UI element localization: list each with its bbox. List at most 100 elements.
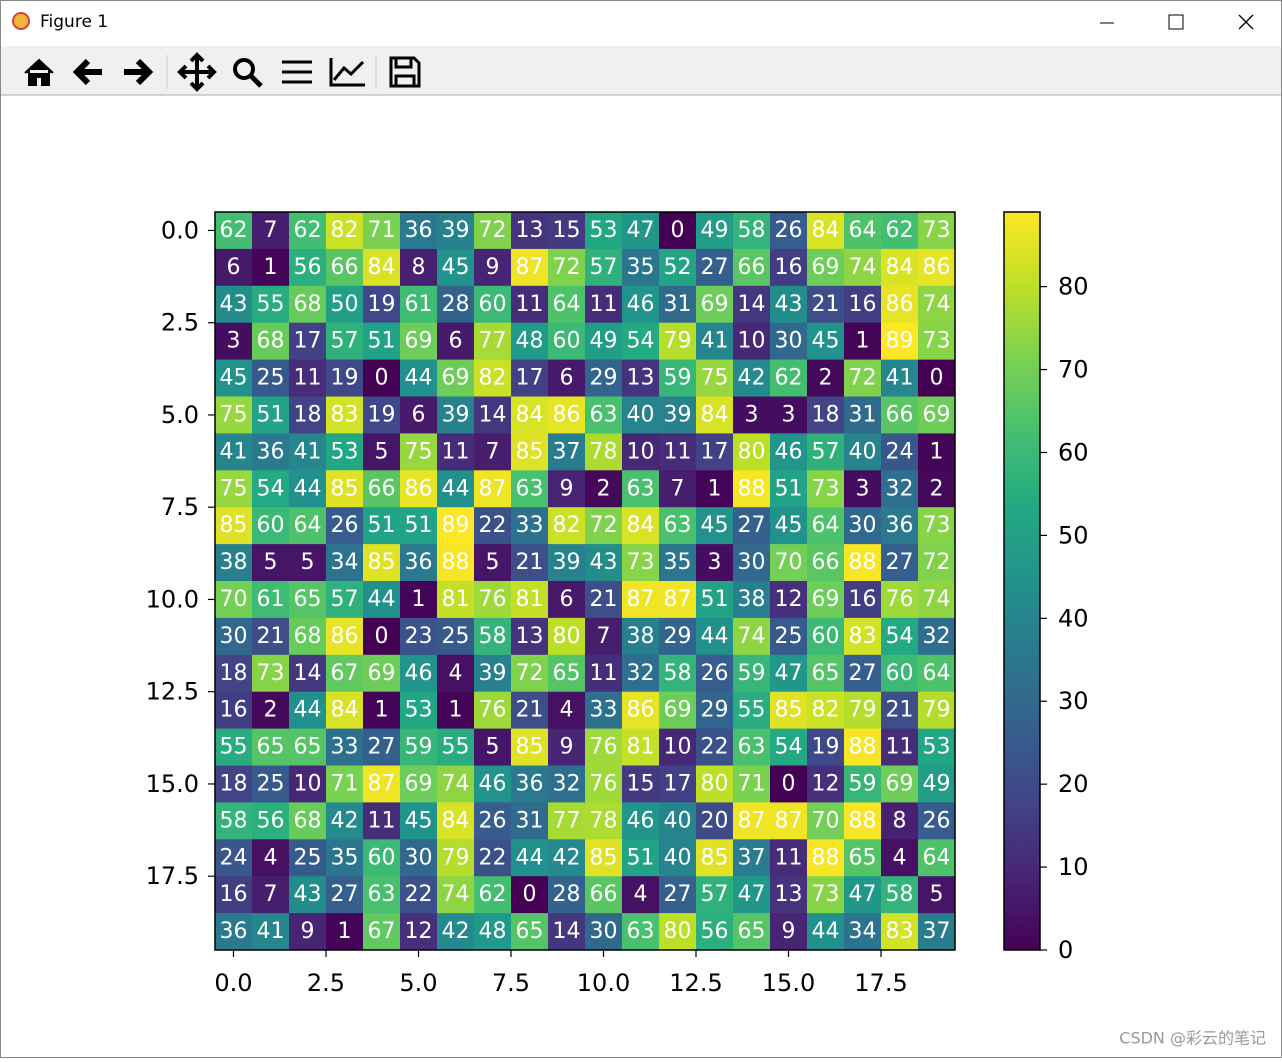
cell-label: 17 xyxy=(701,439,729,464)
cell-label: 43 xyxy=(775,292,803,317)
heatmap-cell xyxy=(770,728,808,766)
cell-label: 2 xyxy=(597,476,611,501)
heatmap-cell xyxy=(918,728,956,766)
zoom-button[interactable] xyxy=(233,58,255,80)
cell-label: 58 xyxy=(220,808,248,833)
heatmap-cell xyxy=(659,285,697,324)
heatmap-cell xyxy=(511,322,549,361)
cell-label: 4 xyxy=(560,698,574,723)
cell-label: 45 xyxy=(220,366,248,391)
close-button[interactable] xyxy=(1238,14,1254,30)
heatmap-cell xyxy=(326,802,364,840)
heatmap-cell xyxy=(807,654,845,693)
cell-label: 30 xyxy=(738,550,766,575)
cell-label: 22 xyxy=(479,513,507,538)
y-tick-label: 12.5 xyxy=(146,678,199,706)
heatmap-cell xyxy=(844,802,882,840)
cell-label: 73 xyxy=(923,329,951,354)
heatmap-cell xyxy=(437,876,475,914)
heatmap-cell xyxy=(622,322,660,361)
cell-label: 2 xyxy=(930,476,944,501)
heatmap-cell xyxy=(474,359,512,397)
heatmap-cell xyxy=(881,581,919,619)
heatmap-cell xyxy=(807,617,845,656)
heatmap-cell xyxy=(548,654,586,693)
maximize-button[interactable] xyxy=(1168,14,1184,30)
x-tick-label: 5.0 xyxy=(399,969,437,997)
cell-label: 58 xyxy=(738,218,766,243)
heatmap-cell xyxy=(400,839,438,877)
forward-button[interactable] xyxy=(124,58,154,86)
save-button[interactable] xyxy=(389,56,421,88)
cell-label: 35 xyxy=(664,550,692,575)
cell-label: 27 xyxy=(664,882,692,907)
heatmap-cell xyxy=(622,396,660,434)
heatmap-cell xyxy=(437,728,475,766)
cell-label: 64 xyxy=(923,845,951,870)
heatmap-cell xyxy=(474,285,512,324)
cell-label: 54 xyxy=(886,624,914,649)
heatmap-cell xyxy=(585,802,623,840)
cell-label: 44 xyxy=(701,624,729,649)
edit-axis-button[interactable] xyxy=(329,58,365,87)
cell-label: 21 xyxy=(812,292,840,317)
back-button[interactable] xyxy=(72,58,102,86)
x-tick-label: 0.0 xyxy=(214,969,252,997)
cell-label: 82 xyxy=(553,513,581,538)
heatmap-cell xyxy=(548,212,586,250)
cell-label: 40 xyxy=(664,845,692,870)
cell-label: 85 xyxy=(220,513,248,538)
heatmap-cell xyxy=(696,802,734,840)
cell-label: 9 xyxy=(782,919,796,944)
cell-label: 62 xyxy=(775,366,803,391)
heatmap-cell xyxy=(400,396,438,434)
cell-label: 36 xyxy=(405,218,433,243)
heatmap-cell xyxy=(844,396,882,434)
cell-label: 70 xyxy=(812,808,840,833)
cell-label: 41 xyxy=(220,439,248,464)
heatmap-cell xyxy=(511,802,549,840)
heatmap-cell xyxy=(881,913,919,951)
cell-label: 65 xyxy=(849,845,877,870)
heatmap-cell xyxy=(252,839,290,877)
cell-label: 73 xyxy=(812,882,840,907)
cell-label: 51 xyxy=(701,587,729,612)
cell-label: 17 xyxy=(516,366,544,391)
heatmap-cell xyxy=(326,654,364,693)
heatmap-cell xyxy=(289,322,327,361)
cell-label: 75 xyxy=(220,476,248,501)
heatmap-cell xyxy=(252,359,290,397)
heatmap-cell xyxy=(659,691,697,730)
cell-label: 78 xyxy=(590,808,618,833)
cell-label: 33 xyxy=(331,735,359,760)
cell-label: 85 xyxy=(775,698,803,723)
heatmap-cell xyxy=(474,396,512,434)
pan-button[interactable] xyxy=(177,52,217,92)
cell-label: 6 xyxy=(227,255,241,280)
cell-label: 47 xyxy=(627,218,655,243)
cell-label: 18 xyxy=(294,402,322,427)
heatmap-cell xyxy=(659,839,697,877)
heatmap-cell xyxy=(770,581,808,619)
cell-label: 1 xyxy=(412,587,426,612)
heatmap-cell xyxy=(363,507,401,545)
heatmap-cell xyxy=(659,913,697,951)
cell-label: 11 xyxy=(590,292,618,317)
cell-label: 27 xyxy=(886,550,914,575)
cell-label: 25 xyxy=(257,366,285,391)
cell-label: 6 xyxy=(560,366,574,391)
configure-button[interactable] xyxy=(282,60,312,84)
heatmap-cell xyxy=(548,913,586,951)
cell-label: 66 xyxy=(886,402,914,427)
heatmap-cell xyxy=(844,470,882,508)
home-button[interactable] xyxy=(24,58,54,86)
cell-label: 67 xyxy=(368,919,396,944)
heatmap-cell xyxy=(585,839,623,877)
cell-label: 87 xyxy=(479,476,507,501)
cell-label: 49 xyxy=(923,771,951,796)
heatmap-cell xyxy=(659,212,697,250)
cell-label: 32 xyxy=(886,476,914,501)
heatmap-cell xyxy=(770,322,808,361)
heatmap-cell xyxy=(400,322,438,361)
